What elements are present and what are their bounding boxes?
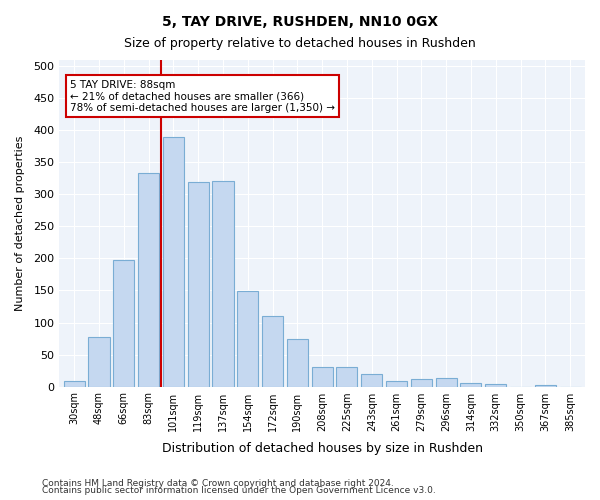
Bar <box>237 291 259 386</box>
Bar <box>212 181 233 386</box>
Bar <box>113 260 134 386</box>
Text: Contains HM Land Registry data © Crown copyright and database right 2024.: Contains HM Land Registry data © Crown c… <box>42 478 394 488</box>
Bar <box>64 382 85 386</box>
Bar <box>287 339 308 386</box>
Bar <box>188 182 209 386</box>
Text: Contains public sector information licensed under the Open Government Licence v3: Contains public sector information licen… <box>42 486 436 495</box>
Text: Size of property relative to detached houses in Rushden: Size of property relative to detached ho… <box>124 38 476 51</box>
Bar <box>138 174 159 386</box>
Bar <box>311 368 332 386</box>
Text: 5 TAY DRIVE: 88sqm
← 21% of detached houses are smaller (366)
78% of semi-detach: 5 TAY DRIVE: 88sqm ← 21% of detached hou… <box>70 80 335 113</box>
Bar <box>361 374 382 386</box>
Bar <box>460 382 481 386</box>
Bar <box>163 137 184 386</box>
Y-axis label: Number of detached properties: Number of detached properties <box>15 136 25 311</box>
X-axis label: Distribution of detached houses by size in Rushden: Distribution of detached houses by size … <box>161 442 482 455</box>
Bar <box>337 368 358 386</box>
Text: 5, TAY DRIVE, RUSHDEN, NN10 0GX: 5, TAY DRIVE, RUSHDEN, NN10 0GX <box>162 15 438 29</box>
Bar <box>485 384 506 386</box>
Bar <box>436 378 457 386</box>
Bar <box>411 379 432 386</box>
Bar <box>262 316 283 386</box>
Bar <box>88 336 110 386</box>
Bar <box>386 382 407 386</box>
Bar <box>535 384 556 386</box>
